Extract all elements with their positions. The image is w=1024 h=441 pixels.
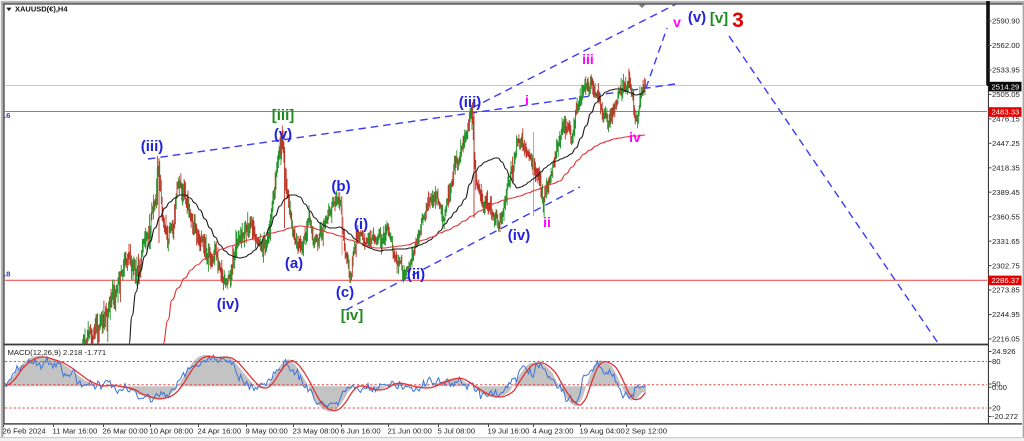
svg-text:21 Jun 00:00: 21 Jun 00:00 — [388, 427, 432, 436]
svg-text:(a): (a) — [285, 255, 303, 272]
svg-text:(v): (v) — [688, 9, 706, 26]
svg-text:i: i — [525, 92, 529, 108]
svg-text:(iv): (iv) — [508, 227, 531, 244]
svg-text:ii: ii — [543, 214, 551, 230]
svg-text:2244.95: 2244.95 — [992, 310, 1020, 319]
svg-text:26 Feb 2024: 26 Feb 2024 — [3, 427, 47, 436]
svg-text:24 Apr 16:00: 24 Apr 16:00 — [198, 427, 242, 436]
svg-text:(v): (v) — [274, 126, 292, 143]
svg-text:.6: .6 — [4, 111, 10, 120]
svg-text:(ii): (ii) — [407, 266, 425, 283]
svg-text:2360.55: 2360.55 — [992, 212, 1020, 221]
svg-text:2389.45: 2389.45 — [992, 188, 1020, 197]
svg-text:20: 20 — [992, 404, 1001, 413]
svg-text:2418.35: 2418.35 — [992, 164, 1020, 173]
svg-text:11 Mar 16:00: 11 Mar 16:00 — [53, 427, 98, 436]
svg-text:[iii]: [iii] — [272, 107, 295, 124]
svg-text:(iv): (iv) — [217, 296, 240, 313]
svg-text:(iii): (iii) — [141, 138, 164, 155]
svg-text:XAUUSD(€),H4: XAUUSD(€),H4 — [15, 5, 68, 14]
svg-text:2505.05: 2505.05 — [992, 90, 1020, 99]
svg-text:50: 50 — [992, 380, 1001, 389]
svg-text:MACD(12,26,9) 2.218 -1.771: MACD(12,26,9) 2.218 -1.771 — [8, 348, 107, 357]
svg-text:(i): (i) — [354, 216, 368, 233]
svg-text:.8: .8 — [4, 270, 11, 279]
svg-text:2590.90: 2590.90 — [992, 17, 1020, 26]
svg-text:19 Jul 16:00: 19 Jul 16:00 — [488, 427, 530, 436]
svg-text:[iv]: [iv] — [341, 307, 364, 324]
svg-text:9 May 00:00: 9 May 00:00 — [246, 427, 288, 436]
svg-text:v: v — [673, 14, 681, 30]
svg-text:26 Mar 00:00: 26 Mar 00:00 — [103, 427, 148, 436]
svg-text:[v]: [v] — [710, 10, 728, 27]
svg-text:2447.25: 2447.25 — [992, 139, 1020, 148]
svg-text:6 Jun 16:00: 6 Jun 16:00 — [341, 427, 381, 436]
svg-text:4 Aug 23:00: 4 Aug 23:00 — [533, 427, 574, 436]
svg-text:iii: iii — [582, 51, 594, 67]
svg-text:2514.29: 2514.29 — [992, 82, 1020, 91]
svg-text:24.926: 24.926 — [992, 347, 1016, 356]
svg-text:2302.75: 2302.75 — [992, 261, 1020, 270]
svg-text:2 Sep 12:00: 2 Sep 12:00 — [626, 427, 667, 436]
svg-text:10 Apr 08:00: 10 Apr 08:00 — [150, 427, 194, 436]
svg-text:2476.15: 2476.15 — [992, 115, 1020, 124]
svg-text:2331.65: 2331.65 — [992, 237, 1020, 246]
svg-text:5 Jul 08:00: 5 Jul 08:00 — [438, 427, 476, 436]
svg-text:0.00: 0.00 — [992, 383, 1007, 392]
svg-text:80: 80 — [992, 357, 1001, 366]
svg-text:2533.95: 2533.95 — [992, 66, 1020, 75]
svg-text:iv: iv — [629, 129, 641, 145]
svg-text:-20.272: -20.272 — [992, 412, 1018, 421]
svg-text:(c): (c) — [336, 284, 354, 301]
svg-text:2483.33: 2483.33 — [992, 108, 1020, 117]
svg-text:19 Aug 04:00: 19 Aug 04:00 — [580, 427, 625, 436]
svg-text:2216.05: 2216.05 — [992, 335, 1020, 344]
svg-text:2562.00: 2562.00 — [992, 41, 1020, 50]
svg-text:(iii): (iii) — [459, 94, 482, 111]
svg-text:(b): (b) — [331, 178, 350, 195]
svg-text:2273.85: 2273.85 — [992, 286, 1020, 295]
svg-text:3: 3 — [732, 9, 744, 32]
svg-text:2286.37: 2286.37 — [992, 276, 1020, 285]
svg-text:23 May 08:00: 23 May 08:00 — [293, 427, 340, 436]
